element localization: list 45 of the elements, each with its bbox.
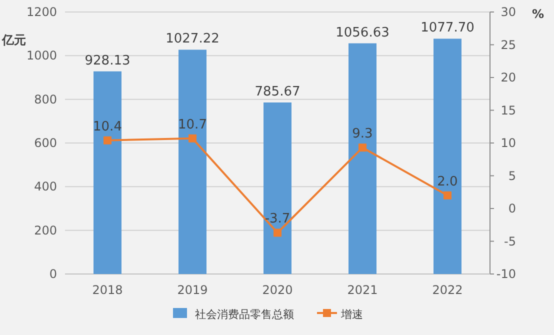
- y2-tick-label: 5: [508, 168, 516, 183]
- data-label: 10.4: [93, 119, 122, 134]
- y2-tick-label: 10: [500, 136, 516, 150]
- y2-tick-label: 30: [500, 5, 516, 19]
- point: [358, 144, 366, 152]
- bar: [264, 102, 292, 274]
- y-axis-title: 亿元: [1, 33, 26, 47]
- data-label: 2.0: [437, 174, 458, 190]
- data-label: -3.7: [264, 212, 290, 227]
- data-label: 1056.63: [336, 25, 390, 40]
- x-tick-label: 2022: [432, 283, 463, 297]
- y2-tick-label: 15: [500, 103, 516, 118]
- point: [274, 228, 282, 237]
- legend-label: 增速: [340, 308, 363, 321]
- y-tick-label: 1200: [26, 5, 57, 19]
- legend-label: 社会消费品零售总额: [195, 308, 294, 321]
- y2-tick-label: 20: [500, 70, 516, 84]
- bar: [348, 43, 376, 274]
- y-tick-label: 1000: [26, 48, 57, 63]
- x-tick-label: 2019: [177, 283, 208, 297]
- data-label: 1027.22: [166, 32, 220, 47]
- point: [188, 134, 196, 142]
- y2-tick-label: 0: [508, 202, 516, 216]
- data-label: 1077.70: [420, 20, 474, 36]
- y2-tick-label: -5: [504, 234, 516, 248]
- y-tick-label: 800: [34, 92, 57, 106]
- data-label: 10.7: [178, 117, 207, 132]
- y-tick-label: 0: [49, 267, 57, 281]
- y-tick-label: 200: [34, 223, 57, 238]
- y2-axis-title: %: [532, 7, 544, 21]
- y-tick-label: 600: [34, 136, 57, 150]
- point: [104, 136, 112, 144]
- data-label: 928.13: [84, 53, 130, 68]
- y2-tick-label: 25: [500, 38, 516, 52]
- x-tick-label: 2020: [262, 283, 293, 297]
- bar: [434, 38, 462, 274]
- y2-tick-label: -10: [496, 267, 516, 281]
- x-tick-label: 2021: [347, 283, 378, 297]
- data-label: 785.67: [254, 84, 300, 100]
- y-tick-label: 400: [34, 180, 57, 194]
- bar: [94, 71, 122, 274]
- x-tick-label: 2018: [92, 283, 123, 297]
- point: [444, 191, 452, 200]
- data-label: 9.3: [352, 126, 373, 142]
- bar: [178, 50, 206, 274]
